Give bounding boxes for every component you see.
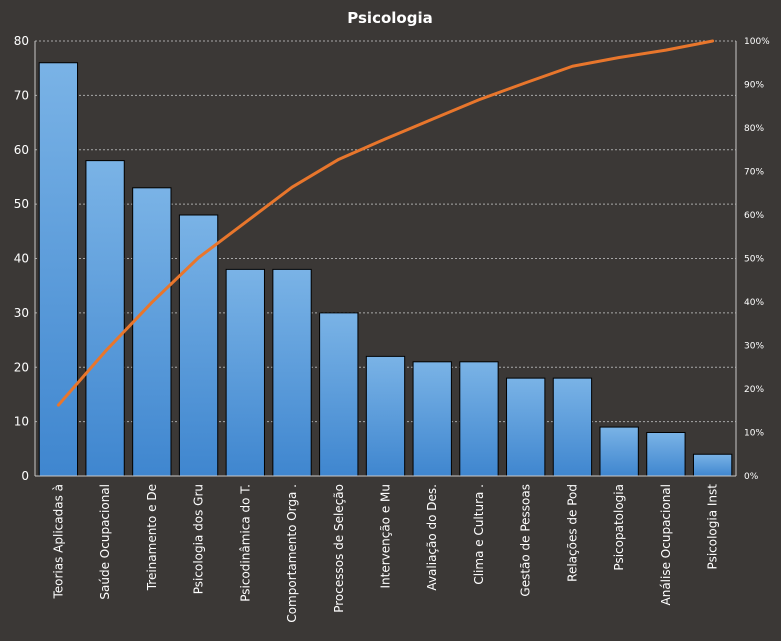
y-tick-label: 50 <box>14 197 29 211</box>
line-point <box>384 137 387 141</box>
line-point <box>711 39 714 43</box>
y-tick-label: 60 <box>14 143 29 157</box>
x-tick-label: Saúde Ocupacional <box>98 484 112 600</box>
bar <box>646 432 686 477</box>
line-layer <box>56 39 715 407</box>
y2-tick-label: 60% <box>744 211 764 221</box>
y-tick-label: 20 <box>14 360 29 374</box>
bar <box>132 187 172 477</box>
x-tick-label: Treinamento e De <box>145 484 159 591</box>
bar <box>599 426 639 477</box>
x-tick-label: Processos de Seleção <box>332 484 346 613</box>
bar <box>85 160 125 477</box>
y-tick-label: 0 <box>21 469 29 483</box>
bar <box>506 377 546 477</box>
x-tick-label: Teorias Aplicadas à <box>51 484 65 600</box>
y-tick-label: 30 <box>14 306 29 320</box>
bar <box>412 361 452 477</box>
bar <box>459 361 499 477</box>
line-point <box>617 56 621 59</box>
line-point <box>524 81 527 84</box>
y2-tick-label: 70% <box>744 168 764 178</box>
line-point <box>477 98 481 101</box>
x-tick-label: Análise Ocupacional <box>659 484 673 605</box>
x-tick-label: Gestão de Pessoas <box>519 484 533 597</box>
y2-tick-label: 30% <box>744 342 764 352</box>
x-tick-label: Psicologia dos Gru <box>192 484 206 594</box>
y-tick-label: 10 <box>14 415 29 429</box>
x-tick-label: Intervenção e Mu <box>379 484 393 589</box>
y-tick-label: 70 <box>14 88 29 102</box>
y2-tick-label: 90% <box>744 81 764 91</box>
x-tick-label: Relações de Pod <box>565 484 579 582</box>
line-point <box>290 185 294 189</box>
line-point <box>337 158 340 161</box>
y-tick-label: 80 <box>14 34 29 48</box>
x-tick-label: Avaliação do Des. <box>425 484 439 591</box>
line-point <box>571 65 574 68</box>
bar <box>225 268 265 477</box>
bar <box>692 453 733 477</box>
line-point <box>150 301 154 304</box>
chart-title: Psicologia <box>347 9 432 27</box>
bar <box>38 62 79 477</box>
axis-layer: 0 10 20 30 40 50 60 70 80 0% 10% 20% 30% 40% 50% 60% 70%… <box>14 34 770 623</box>
y2-tick-label: 10% <box>744 429 764 439</box>
bar <box>272 268 312 477</box>
y2-tick-label: 0% <box>744 472 759 482</box>
y2-tick-label: 100% <box>744 37 770 47</box>
x-tick-label: Comportamento Orga . <box>285 484 299 623</box>
line-point <box>431 118 434 121</box>
bar-layer <box>38 62 733 477</box>
line-point <box>57 403 60 407</box>
line-point <box>103 350 107 353</box>
line-point <box>244 221 247 224</box>
y2-tick-label: 50% <box>744 255 764 265</box>
x-tick-label: Psicodinâmica do T. <box>238 484 252 602</box>
x-tick-label: Clima e Cultura . <box>472 484 486 585</box>
y-tick-label: 40 <box>14 252 29 266</box>
bar <box>319 312 359 477</box>
x-tick-label: Psicologia Inst <box>706 484 720 570</box>
line-point <box>664 48 668 52</box>
bar <box>365 355 406 477</box>
y2-tick-label: 40% <box>744 298 764 308</box>
y2-tick-label: 80% <box>744 124 764 134</box>
line-point <box>197 256 200 259</box>
bar <box>552 377 593 477</box>
x-tick-label: Psicopatologia <box>612 484 626 571</box>
y2-tick-label: 20% <box>744 385 764 395</box>
bar <box>178 214 219 477</box>
